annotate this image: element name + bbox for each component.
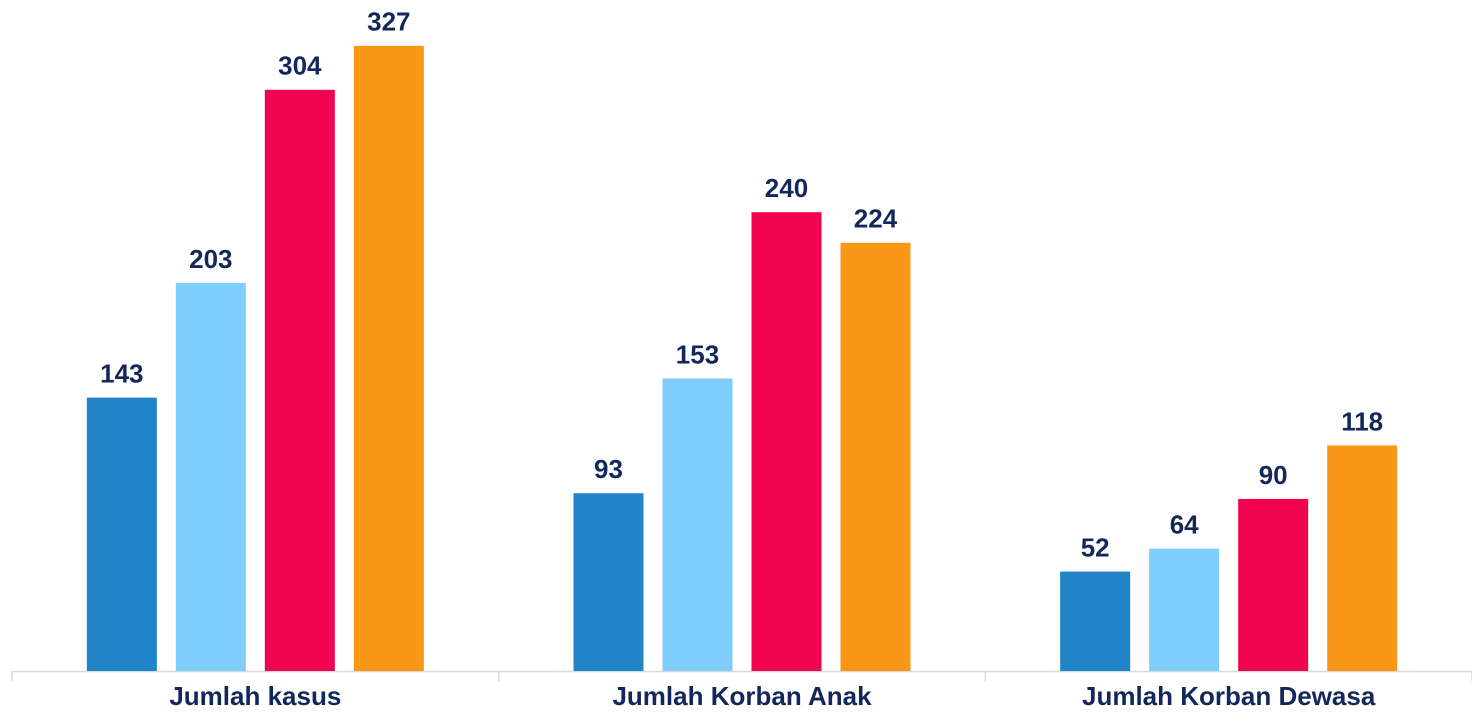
- bar: [1327, 445, 1398, 671]
- bar: [1060, 571, 1131, 671]
- value-label: 203: [189, 244, 232, 274]
- bar: [353, 45, 424, 671]
- value-label: 118: [1341, 406, 1383, 436]
- bar: [1238, 498, 1309, 671]
- value-label: 153: [676, 339, 719, 369]
- x-tick-label: Jumlah Korban Dewasa: [1082, 681, 1376, 711]
- value-label: 143: [100, 358, 143, 388]
- value-label: 327: [367, 7, 410, 37]
- value-label: 52: [1081, 532, 1110, 562]
- value-label: 304: [278, 51, 322, 81]
- value-label: 224: [854, 204, 898, 234]
- value-label: 64: [1170, 510, 1199, 540]
- bar: [1149, 548, 1220, 671]
- bar: [840, 242, 911, 671]
- bar: [573, 493, 644, 671]
- bar: [264, 89, 335, 671]
- bar: [751, 212, 822, 672]
- value-label: 90: [1259, 460, 1288, 490]
- value-label: 240: [765, 173, 808, 203]
- bar: [175, 282, 246, 671]
- x-tick-label: Jumlah Korban Anak: [612, 681, 872, 711]
- value-label: 93: [594, 454, 623, 484]
- bar: [662, 378, 733, 671]
- x-tick-label: Jumlah kasus: [169, 681, 341, 711]
- bar: [86, 397, 157, 671]
